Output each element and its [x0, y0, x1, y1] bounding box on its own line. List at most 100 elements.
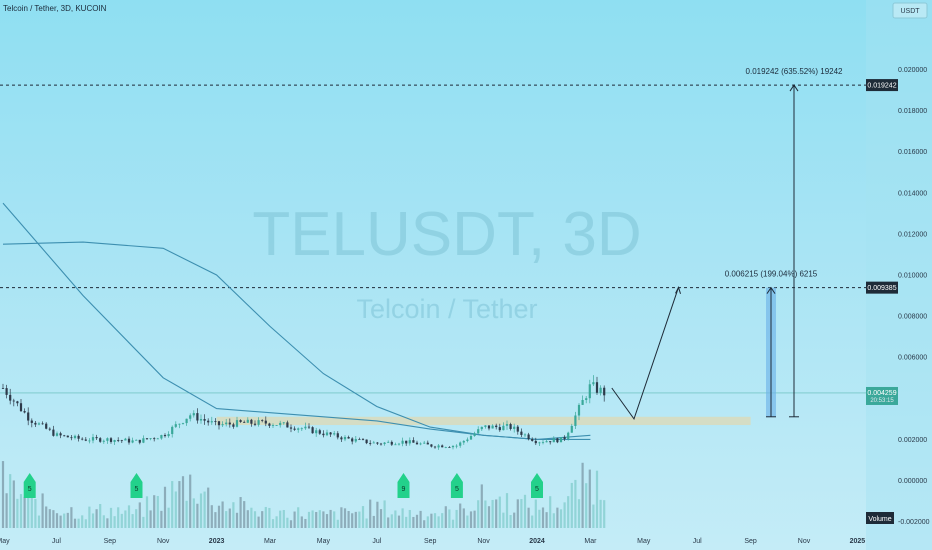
candle-body — [498, 427, 501, 431]
volume-bar — [250, 507, 253, 528]
signal-badge[interactable]: 5 — [23, 473, 36, 498]
drawing-layer[interactable]: 0.006215 (199.04%) 6215 0.019242 (635.52%… — [611, 67, 843, 420]
candle-body — [523, 434, 527, 436]
volume-bar — [340, 507, 343, 528]
candle-body — [88, 440, 91, 442]
moving-average-line[interactable] — [2, 241, 591, 440]
signal-arrow-icon — [450, 473, 463, 498]
candle-body — [538, 442, 541, 444]
volume-bar — [149, 510, 152, 528]
current-price-countdown: 20:53:15 — [870, 398, 894, 404]
candle-body — [95, 437, 98, 439]
candle-body — [459, 442, 462, 446]
volume-bar — [117, 507, 120, 528]
volume-bar — [484, 500, 487, 528]
candle-body — [595, 382, 599, 393]
volume-bar — [106, 518, 109, 528]
candle-body — [250, 419, 253, 424]
volume-bar — [178, 481, 181, 528]
volume-bar — [351, 513, 354, 528]
volume-bar — [23, 496, 26, 528]
volume-bar — [77, 518, 80, 528]
candle-body — [77, 435, 80, 439]
currency-badge[interactable]: USDT — [892, 2, 928, 19]
volume-bar — [84, 519, 87, 528]
volume-bar — [73, 518, 77, 528]
volume-bar — [509, 515, 512, 528]
volume-bar — [592, 504, 595, 528]
candle-body — [34, 422, 37, 425]
volume-bar — [275, 516, 278, 528]
y-tick-label: 0.000000 — [898, 478, 927, 485]
y-tick-label: 0.006000 — [898, 355, 927, 362]
candle-body — [567, 432, 570, 440]
volume-bar — [293, 511, 296, 528]
volume-bar — [235, 512, 239, 528]
candle-body — [232, 424, 235, 427]
volume-bar — [495, 499, 498, 528]
volume-bar — [59, 515, 62, 528]
signal-badge[interactable]: 5 — [531, 473, 543, 498]
volume-bar — [520, 499, 523, 528]
candle-body — [102, 440, 105, 442]
candle-body — [171, 426, 174, 435]
candle-body — [581, 400, 584, 405]
candle-body — [214, 421, 217, 422]
volume-bar — [264, 506, 267, 528]
x-tick-label: Sep — [744, 538, 757, 545]
candle-body — [599, 387, 602, 393]
volume-bar — [257, 516, 260, 528]
candle-body — [390, 441, 393, 445]
volume-bar — [487, 506, 491, 528]
chart-title: Telcoin / Tether, 3D, KUCOIN — [3, 4, 107, 13]
candle-body — [142, 438, 145, 443]
candle-body — [574, 415, 577, 426]
volume-bar — [448, 509, 451, 528]
volume-bar — [405, 516, 408, 528]
volume-bar — [199, 493, 203, 528]
candle-body — [469, 436, 473, 440]
candle-body — [189, 415, 192, 419]
volume-bar — [124, 510, 127, 528]
volume-bar — [225, 511, 228, 528]
candle-body — [160, 435, 163, 439]
candle-body — [59, 433, 62, 436]
candle-body — [318, 430, 321, 434]
candle-body — [333, 433, 336, 435]
candle-body — [167, 434, 170, 437]
volume-bar — [376, 501, 379, 528]
x-tick-label: May — [637, 538, 651, 545]
volume-bar — [221, 501, 224, 528]
y-axis-ticks: 0.020000 0.018000 0.016000 0.014000 0.012000… — [898, 67, 930, 526]
candle-body — [145, 438, 149, 440]
support-zone[interactable] — [216, 416, 751, 426]
candle-body — [253, 423, 257, 425]
volume-bar — [412, 516, 415, 528]
candle-body — [401, 440, 404, 444]
candle-body — [27, 412, 30, 421]
candle-body — [41, 423, 44, 425]
volume-bar — [383, 500, 386, 528]
volume-bar — [27, 492, 30, 528]
volume-bar — [239, 497, 242, 528]
volume-bar — [214, 512, 217, 528]
projection-path[interactable] — [611, 287, 679, 420]
volume-bar — [203, 491, 206, 528]
price-axis[interactable] — [866, 0, 932, 550]
x-tick-label: Sep — [104, 538, 117, 545]
candle-body — [552, 438, 555, 443]
signal-badge[interactable]: 5 — [130, 473, 143, 498]
candle-body — [149, 438, 152, 440]
candle-body — [329, 432, 332, 435]
signal-badge[interactable]: 9 — [397, 473, 410, 498]
volume-bar — [394, 510, 397, 528]
signal-badge[interactable]: 5 — [450, 473, 463, 498]
volume-bar — [30, 494, 33, 528]
candle-body — [297, 428, 300, 430]
volume-bar — [491, 499, 494, 528]
x-tick-label: Nov — [477, 538, 490, 545]
candle-body — [124, 438, 127, 441]
candle-body — [239, 420, 242, 422]
